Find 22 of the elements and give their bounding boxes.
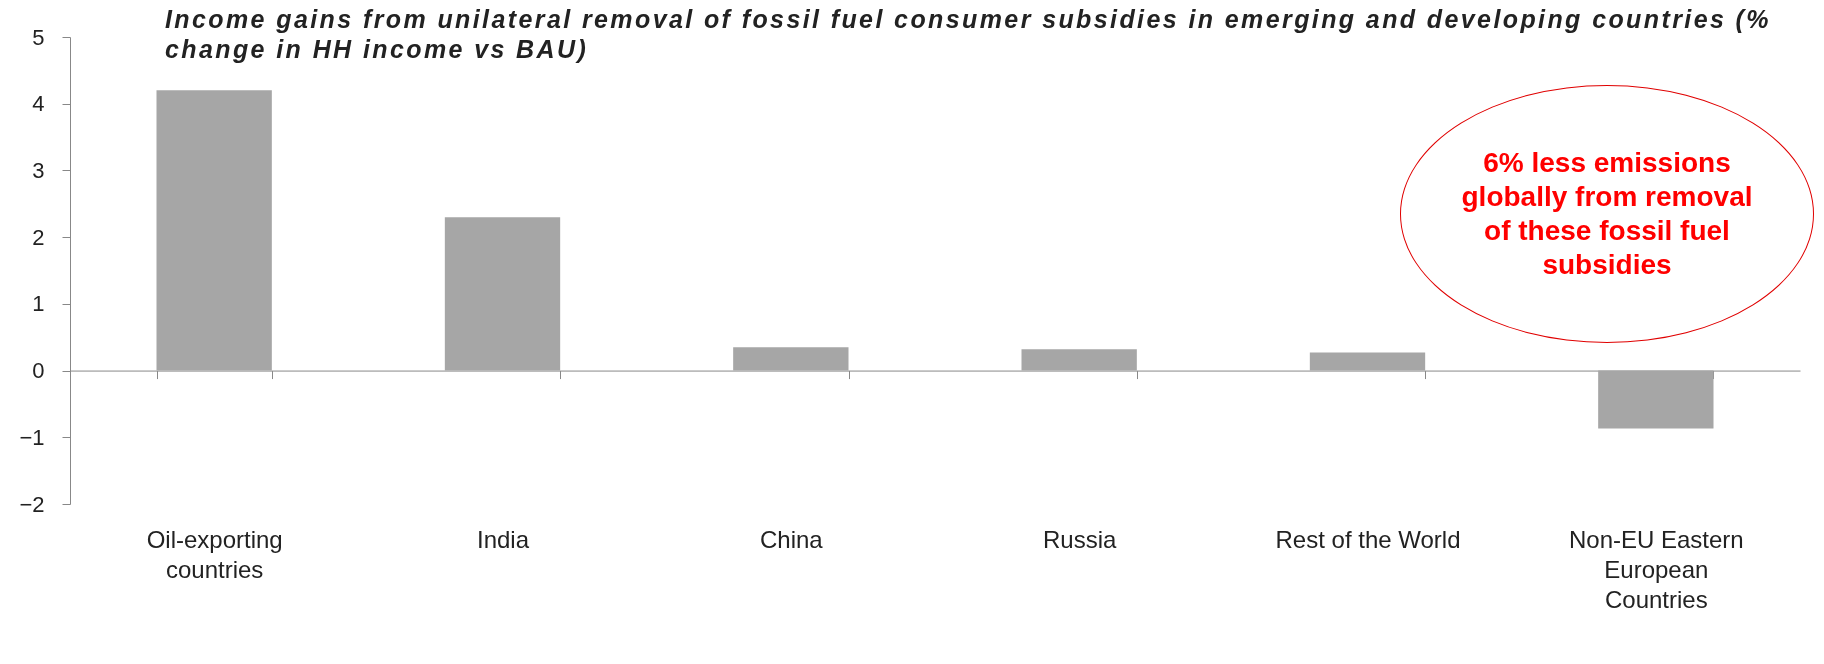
x-tick-label: Russia: [1042, 525, 1117, 553]
annotation: 6% less emissions globally from removal of these fossil fuel subsidies: [1460, 146, 1754, 282]
chart-title: Income gains from unilateral removal of fossil fuel consumer subsidies in emerging and developing countries (% change in HH income vs BAU): [165, 4, 1772, 64]
x-tick-label: China: [759, 525, 824, 553]
bar: [1021, 349, 1137, 371]
x-tick-label: India: [476, 525, 530, 553]
y-tick-label: 3: [32, 157, 45, 183]
y-tick-label: −1: [19, 424, 45, 450]
bar: [733, 347, 849, 371]
bar: [1309, 352, 1426, 371]
x-tick-label: Oil-exporting countries: [146, 525, 283, 583]
x-tick-label: Non-EU Eastern European Countries: [1568, 525, 1744, 613]
bar: [1598, 370, 1714, 429]
y-tick-label: 2: [32, 224, 45, 250]
x-tick-label: Rest of the World: [1275, 525, 1461, 553]
bar: [444, 217, 561, 371]
bar: [156, 90, 272, 371]
y-tick-label: 1: [32, 291, 45, 317]
y-tick-label: 4: [32, 91, 45, 117]
y-tick-label: −2: [19, 491, 45, 517]
y-tick-label: 5: [32, 24, 45, 50]
y-tick-label: 0: [32, 358, 45, 384]
